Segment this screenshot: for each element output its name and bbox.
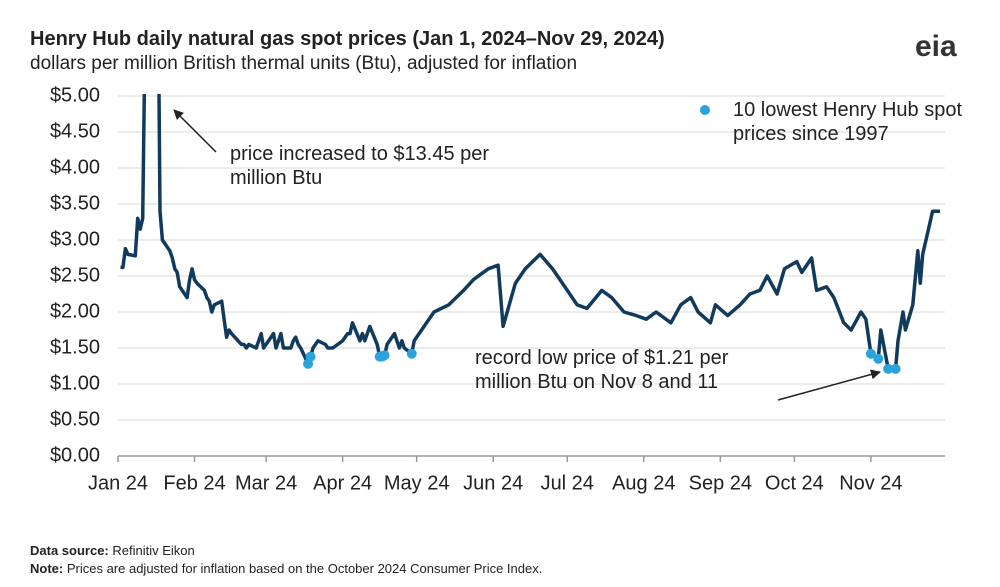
x-tick-label: Oct 24 <box>765 472 824 494</box>
price-line <box>120 94 940 371</box>
low-price-dot <box>406 348 417 359</box>
x-tick-label: May 24 <box>384 472 450 494</box>
x-tick-label: Sep 24 <box>689 472 752 494</box>
arrow <box>777 369 881 401</box>
annotation: price increased to $13.45 per million Bt… <box>230 143 490 189</box>
x-tick-label: Jul 24 <box>541 472 594 494</box>
y-tick-label: $2.50 <box>50 264 100 286</box>
y-tick-label: $5.00 <box>50 84 100 106</box>
x-tick-label: Nov 24 <box>839 472 902 494</box>
x-tick-label: Jun 24 <box>463 472 523 494</box>
chart-title: Henry Hub daily natural gas spot prices … <box>30 28 665 50</box>
arrow <box>173 109 217 153</box>
y-tick-label: $0.50 <box>50 408 100 430</box>
footnote-label: Data source: <box>30 543 109 558</box>
x-tick-label: Feb 24 <box>163 472 225 494</box>
y-tick-label: $1.50 <box>50 336 100 358</box>
y-tick-label: $3.50 <box>50 192 100 214</box>
x-tick-label: Apr 24 <box>313 472 372 494</box>
x-tick-label: Mar 24 <box>235 472 297 494</box>
y-tick-label: $4.50 <box>50 120 100 142</box>
y-tick-label: $3.00 <box>50 228 100 250</box>
low-price-dot <box>883 363 894 374</box>
logo: eia <box>915 30 957 63</box>
y-tick-label: $2.00 <box>50 300 100 322</box>
annotation: record low price of $1.21 per million Bt… <box>475 347 729 393</box>
low-price-dot <box>305 351 316 362</box>
footnote-text: Refinitiv Eikon <box>112 543 195 558</box>
x-tick-label: Aug 24 <box>612 472 675 494</box>
footnote: Data source: Refinitiv Eikon <box>30 543 195 558</box>
footnote-text: Prices are adjusted for inflation based … <box>66 561 543 576</box>
footnote: Note: Prices are adjusted for inflation … <box>30 561 542 576</box>
x-tick-label: Jan 24 <box>88 472 148 494</box>
low-price-dot <box>379 350 390 361</box>
low-price-dot <box>873 353 884 364</box>
footnote-label: Note: <box>30 561 64 576</box>
y-tick-label: $4.00 <box>50 156 100 178</box>
low-price-dot <box>890 363 901 374</box>
legend-label: 10 lowest Henry Hub spot prices since 19… <box>733 99 963 145</box>
y-tick-label: $0.00 <box>50 444 100 466</box>
low-price-dot <box>865 348 876 359</box>
legend-marker <box>700 105 710 115</box>
chart-subtitle: dollars per million British thermal unit… <box>30 53 578 74</box>
y-tick-label: $1.00 <box>50 372 100 394</box>
